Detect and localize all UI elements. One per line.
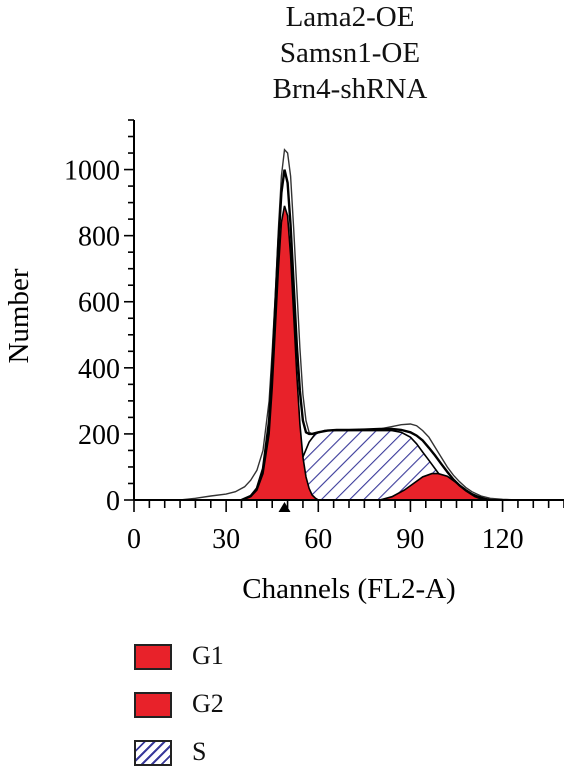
- series-line-model: [241, 169, 491, 500]
- title-line-2: Samsn1-OE: [279, 37, 421, 69]
- x-tick-label: 120: [482, 524, 524, 555]
- y-tick-label: 600: [78, 288, 120, 319]
- legend-item-g1: G1: [134, 636, 334, 676]
- title-line-1: Lama2-OE: [285, 1, 415, 33]
- legend-label-g1: G1: [192, 641, 224, 670]
- y-tick-label: 400: [78, 354, 120, 385]
- legend-swatch-g1: [134, 644, 172, 670]
- x-axis-label: Channels (FL2-A): [242, 573, 455, 605]
- legend-label-s: S: [192, 737, 207, 766]
- y-tick-label: 800: [78, 222, 120, 253]
- x-tick-label: 30: [212, 524, 240, 555]
- series-area-g1: [241, 205, 320, 500]
- legend-item-s: S: [134, 732, 334, 772]
- y-axis-label: Number: [3, 268, 35, 363]
- y-tick-label: 0: [106, 486, 120, 517]
- legend-swatch-s: [134, 740, 172, 766]
- legend-swatch-g2: [134, 692, 172, 718]
- x-tick-label: 60: [304, 524, 332, 555]
- y-tick-label: 1000: [64, 156, 120, 187]
- title-line-3: Brn4-shRNA: [272, 73, 428, 105]
- peak-marker-icon: [278, 502, 291, 512]
- x-tick-label: 0: [127, 524, 141, 555]
- y-tick-label: 200: [78, 420, 120, 451]
- legend-item-g2: G2: [134, 684, 334, 724]
- legend-label-g2: G2: [192, 689, 224, 718]
- x-tick-label: 90: [396, 524, 424, 555]
